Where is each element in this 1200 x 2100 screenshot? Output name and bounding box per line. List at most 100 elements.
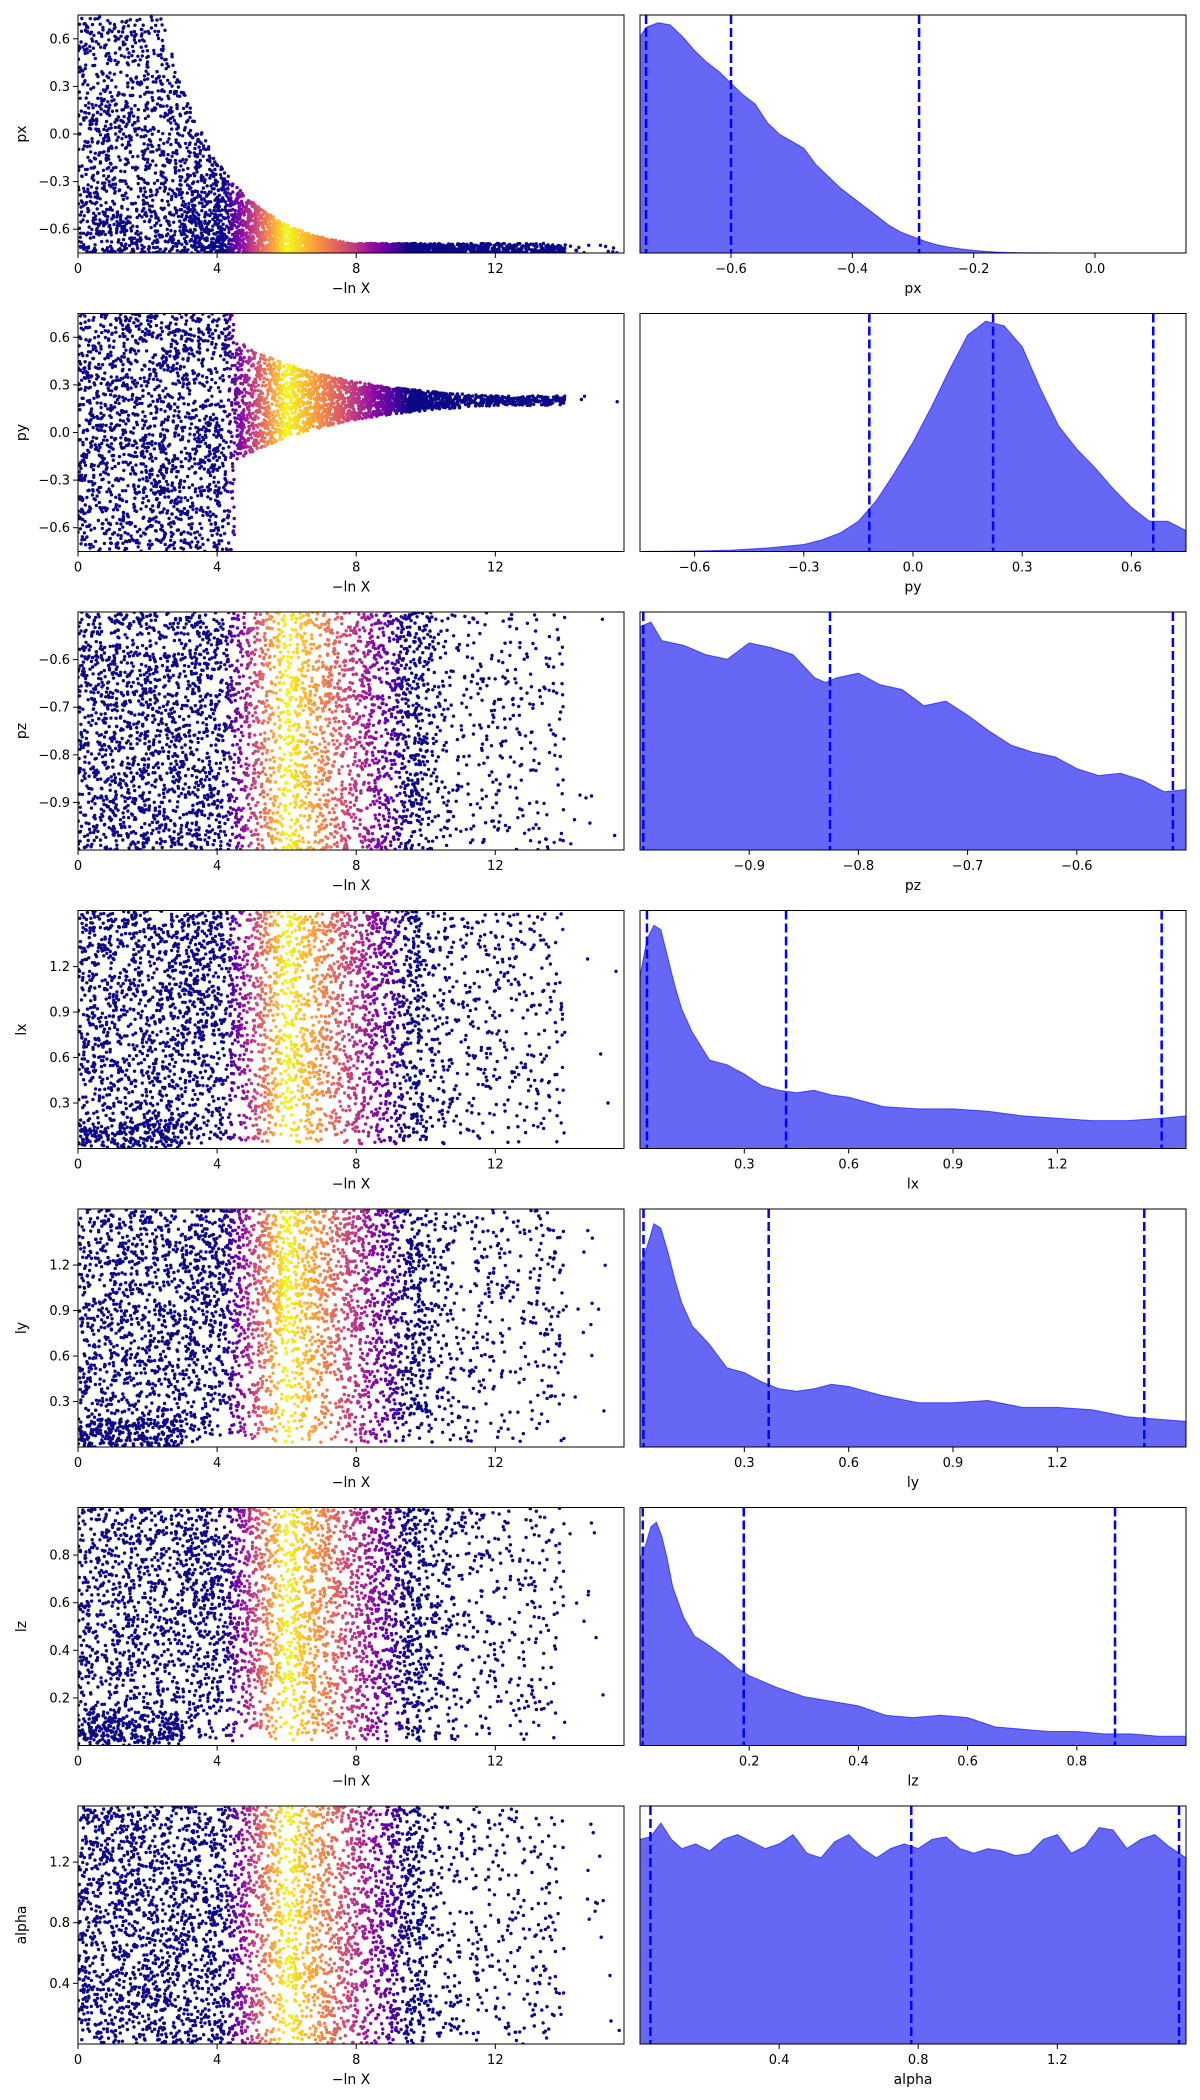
- scatter-point: [174, 138, 178, 142]
- scatter-point: [81, 402, 86, 407]
- scatter-point: [174, 165, 178, 170]
- scatter-point: [201, 186, 206, 190]
- scatter-point: [117, 124, 122, 128]
- scatter-point: [146, 143, 150, 147]
- scatter-point: [105, 218, 109, 222]
- scatter-point: [117, 423, 122, 428]
- scatter-point: [155, 245, 160, 249]
- scatter-point: [227, 182, 231, 187]
- scatter-point: [93, 498, 98, 502]
- scatter-point: [119, 213, 123, 217]
- scatter-point: [126, 161, 130, 165]
- scatter-point: [218, 173, 223, 177]
- px-posterior-xtick-label: −0.2: [958, 262, 990, 277]
- scatter-point: [88, 144, 92, 148]
- scatter-point: [112, 202, 117, 206]
- scatter-point: [113, 120, 117, 124]
- scatter-point: [205, 173, 209, 177]
- scatter-point: [193, 146, 197, 151]
- scatter-point: [89, 150, 93, 154]
- scatter-point: [78, 22, 82, 26]
- scatter-point: [160, 235, 165, 239]
- scatter-point: [544, 244, 548, 249]
- scatter-point: [113, 364, 118, 368]
- scatter-point: [192, 196, 196, 201]
- scatter-point: [598, 243, 603, 247]
- scatter-point: [108, 21, 112, 25]
- scatter-point: [96, 96, 100, 101]
- scatter-point: [88, 191, 92, 195]
- scatter-point: [116, 60, 120, 64]
- scatter-point: [84, 200, 89, 205]
- scatter-point: [107, 547, 112, 551]
- scatter-point: [124, 246, 129, 250]
- scatter-point: [216, 221, 221, 225]
- scatter-point: [188, 141, 192, 145]
- scatter-point: [147, 246, 151, 250]
- scatter-point: [192, 234, 196, 238]
- scatter-point: [185, 110, 189, 115]
- scatter-point: [126, 55, 131, 59]
- scatter-point: [137, 126, 141, 130]
- scatter-point: [84, 437, 89, 441]
- scatter-point: [122, 93, 127, 97]
- scatter-point: [225, 235, 229, 239]
- scatter-point: [228, 192, 233, 196]
- scatter-point: [230, 232, 235, 237]
- scatter-point: [193, 174, 197, 178]
- scatter-point: [225, 180, 230, 184]
- scatter-point: [110, 168, 114, 173]
- scatter-point: [123, 55, 127, 59]
- scatter-point: [132, 249, 136, 253]
- scatter-point: [221, 222, 225, 226]
- scatter-point: [192, 180, 196, 184]
- scatter-point: [100, 363, 105, 367]
- scatter-point: [105, 177, 109, 181]
- scatter-point: [93, 17, 97, 21]
- scatter-point: [89, 166, 93, 170]
- scatter-point: [111, 447, 115, 451]
- scatter-point: [179, 208, 184, 212]
- scatter-point: [204, 210, 208, 215]
- scatter-point: [112, 531, 117, 535]
- scatter-point: [108, 522, 113, 527]
- scatter-point: [103, 210, 107, 215]
- scatter-point: [208, 156, 212, 160]
- scatter-point: [107, 113, 112, 118]
- scatter-point: [136, 181, 140, 186]
- scatter-point: [119, 34, 123, 38]
- scatter-point: [78, 168, 81, 172]
- scatter-point: [113, 464, 117, 469]
- scatter-point: [193, 208, 197, 212]
- scatter-point: [93, 243, 97, 247]
- scatter-point: [109, 353, 113, 358]
- scatter-point: [120, 20, 124, 24]
- scatter-point: [108, 71, 112, 75]
- scatter-point: [99, 428, 104, 432]
- scatter-point: [483, 394, 487, 398]
- scatter-point: [113, 125, 118, 130]
- scatter-point: [103, 232, 108, 237]
- scatter-point: [102, 541, 107, 546]
- scatter-point: [82, 214, 86, 218]
- scatter-point: [92, 165, 97, 169]
- scatter-point: [106, 30, 110, 35]
- scatter-point: [85, 353, 89, 358]
- scatter-point: [195, 170, 199, 174]
- px-trace-panel: 0 4 8 12−0.6−0.30.00.30.6−ln Xpx: [14, 14, 625, 297]
- scatter-point: [101, 229, 105, 234]
- scatter-point: [105, 239, 109, 243]
- scatter-point: [104, 119, 109, 124]
- scatter-point: [95, 207, 99, 211]
- scatter-point: [94, 122, 98, 126]
- scatter-point: [106, 472, 111, 477]
- scatter-point: [90, 137, 94, 141]
- scatter-point: [117, 238, 121, 242]
- scatter-point: [142, 142, 146, 146]
- scatter-point: [147, 237, 151, 241]
- scatter-point: [104, 518, 109, 522]
- scatter-point: [86, 30, 90, 34]
- scatter-point: [109, 58, 113, 62]
- scatter-point: [110, 95, 114, 99]
- scatter-point: [167, 96, 171, 101]
